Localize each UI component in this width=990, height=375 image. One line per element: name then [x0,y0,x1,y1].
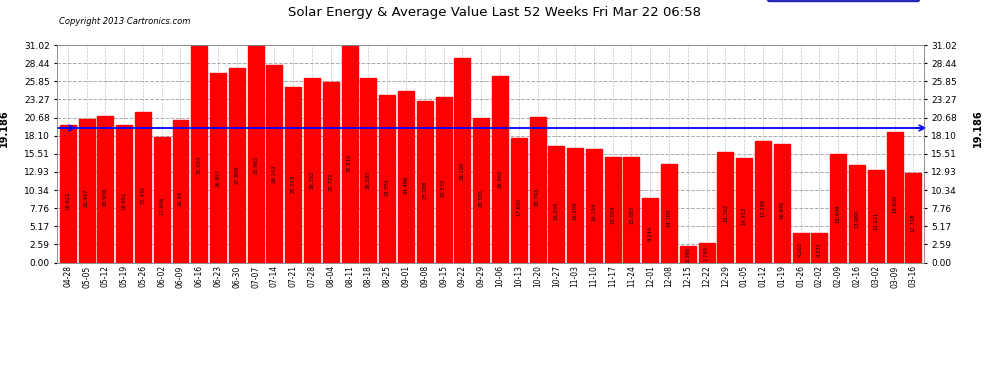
Text: 27.806: 27.806 [235,165,240,184]
Bar [153,137,169,262]
Bar [849,165,865,262]
Bar [774,144,790,262]
Bar [342,42,357,262]
Bar [454,58,470,262]
Text: 29.195: 29.195 [460,161,465,180]
Bar [229,68,245,262]
Text: 26.352: 26.352 [310,170,315,189]
Text: 12.718: 12.718 [911,213,916,232]
Text: 21.435: 21.435 [141,186,146,204]
Bar [699,243,715,262]
Text: 20.906: 20.906 [103,187,108,206]
Bar [605,157,621,262]
Text: 20.457: 20.457 [84,189,89,207]
Bar [548,146,564,262]
Text: 16.845: 16.845 [779,200,784,219]
Bar [285,87,301,262]
Bar [868,170,884,262]
Text: 23.068: 23.068 [423,180,428,199]
Text: 26.957: 26.957 [216,168,221,187]
Text: 31.024: 31.024 [197,155,202,174]
Bar [755,141,771,262]
Bar [680,246,696,262]
Bar [812,233,828,262]
Text: 14.105: 14.105 [666,209,671,227]
Text: 23.533: 23.533 [442,179,446,197]
Text: Solar Energy & Average Value Last 52 Weeks Fri Mar 22 06:58: Solar Energy & Average Value Last 52 Wee… [288,6,702,19]
Bar [624,157,640,262]
Text: 4.203: 4.203 [798,242,803,257]
Text: 16.269: 16.269 [572,202,577,220]
Bar [398,91,414,262]
Bar [831,154,846,262]
Text: 30.982: 30.982 [253,156,258,174]
Bar [718,152,734,262]
Text: Copyright 2013 Cartronics.com: Copyright 2013 Cartronics.com [59,17,191,26]
Bar [793,233,809,262]
Bar [323,82,339,262]
Bar [492,75,508,262]
Text: 18.600: 18.600 [892,195,897,213]
Text: 16.555: 16.555 [553,201,558,219]
Bar [905,173,922,262]
Text: 15.762: 15.762 [723,204,728,222]
Text: 19.621: 19.621 [65,191,70,210]
Text: 17.906: 17.906 [159,197,164,215]
Text: 23.851: 23.851 [385,178,390,197]
Text: 2.398: 2.398 [685,248,690,262]
Bar [887,132,903,262]
Bar [248,45,263,262]
Text: 25.722: 25.722 [329,172,334,190]
Text: 19.186: 19.186 [973,109,983,147]
Text: 16.154: 16.154 [591,202,596,221]
Bar [661,164,677,262]
Legend: Average  ($), Daily  ($): Average ($), Daily ($) [767,0,919,1]
Text: 13.960: 13.960 [854,209,859,228]
Text: 15.087: 15.087 [629,206,634,224]
Bar [191,45,207,262]
Bar [586,149,602,262]
Text: 24.496: 24.496 [404,176,409,195]
Text: 20.743: 20.743 [535,188,540,206]
Text: 25.018: 25.018 [291,174,296,193]
Bar [135,112,150,262]
Bar [116,125,132,262]
Text: 19.186: 19.186 [0,109,9,147]
Text: 17.692: 17.692 [516,197,521,216]
Text: 17.295: 17.295 [760,199,765,217]
Bar [737,158,752,262]
Text: 14.912: 14.912 [742,206,746,225]
Bar [78,119,94,262]
Text: 20.581: 20.581 [478,188,484,207]
Text: 15.499: 15.499 [836,204,841,223]
Text: 4.231: 4.231 [817,242,822,256]
Text: 13.221: 13.221 [873,211,878,230]
Bar [360,78,376,262]
Text: 31.516: 31.516 [347,154,352,172]
Bar [473,118,489,262]
Bar [266,65,282,262]
Bar [97,116,113,262]
Text: 26.662: 26.662 [497,169,503,188]
Bar [511,138,527,262]
Text: 19.651: 19.651 [122,191,127,210]
Text: 9.244: 9.244 [647,226,652,241]
Text: 20.34: 20.34 [178,191,183,206]
Bar [172,120,188,262]
Bar [304,78,320,262]
Bar [59,125,76,262]
Bar [643,198,658,262]
Bar [417,101,433,262]
Bar [210,74,226,262]
Bar [436,98,451,262]
Bar [379,95,395,262]
Text: 26.285: 26.285 [366,170,371,189]
Text: 2.745: 2.745 [704,246,709,261]
Text: 15.004: 15.004 [610,206,615,224]
Bar [567,148,583,262]
Bar [530,117,545,262]
Text: 28.143: 28.143 [272,165,277,183]
